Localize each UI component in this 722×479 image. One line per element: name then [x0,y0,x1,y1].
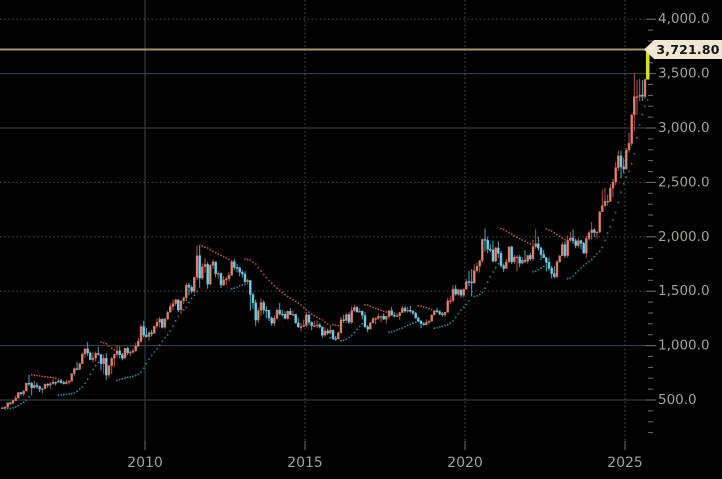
y-axis-label: 1,500.0 [658,283,710,299]
x-axis-labels: 2010 2015 2020 2025 [127,455,643,471]
x-axis-label: 2015 [287,455,323,471]
candles-layer [1,49,650,409]
y-axis-label: 4,000.0 [658,11,710,27]
last-price-tag: 3,721.80 [644,40,722,59]
x-grid-layer [144,0,626,450]
y-axis-label: 500.0 [658,392,697,408]
y-grid-layer: 4,000.0 3,500.0 3,000.0 2,500.0 2,000.0 1,500… [0,11,710,434]
y-axis-label: 2,500.0 [658,174,710,190]
y-axis-label: 3,500.0 [658,66,710,82]
x-axis-label: 2010 [127,455,163,471]
last-price-value: 3,721.80 [656,42,720,57]
y-axis-label: 3,000.0 [658,120,710,136]
y-axis-label: 1,000.0 [658,338,710,354]
y-axis-label: 2,000.0 [658,229,710,245]
trend-dots-layer [4,99,649,410]
x-axis-label: 2020 [447,455,483,471]
x-axis-label: 2025 [607,455,643,471]
